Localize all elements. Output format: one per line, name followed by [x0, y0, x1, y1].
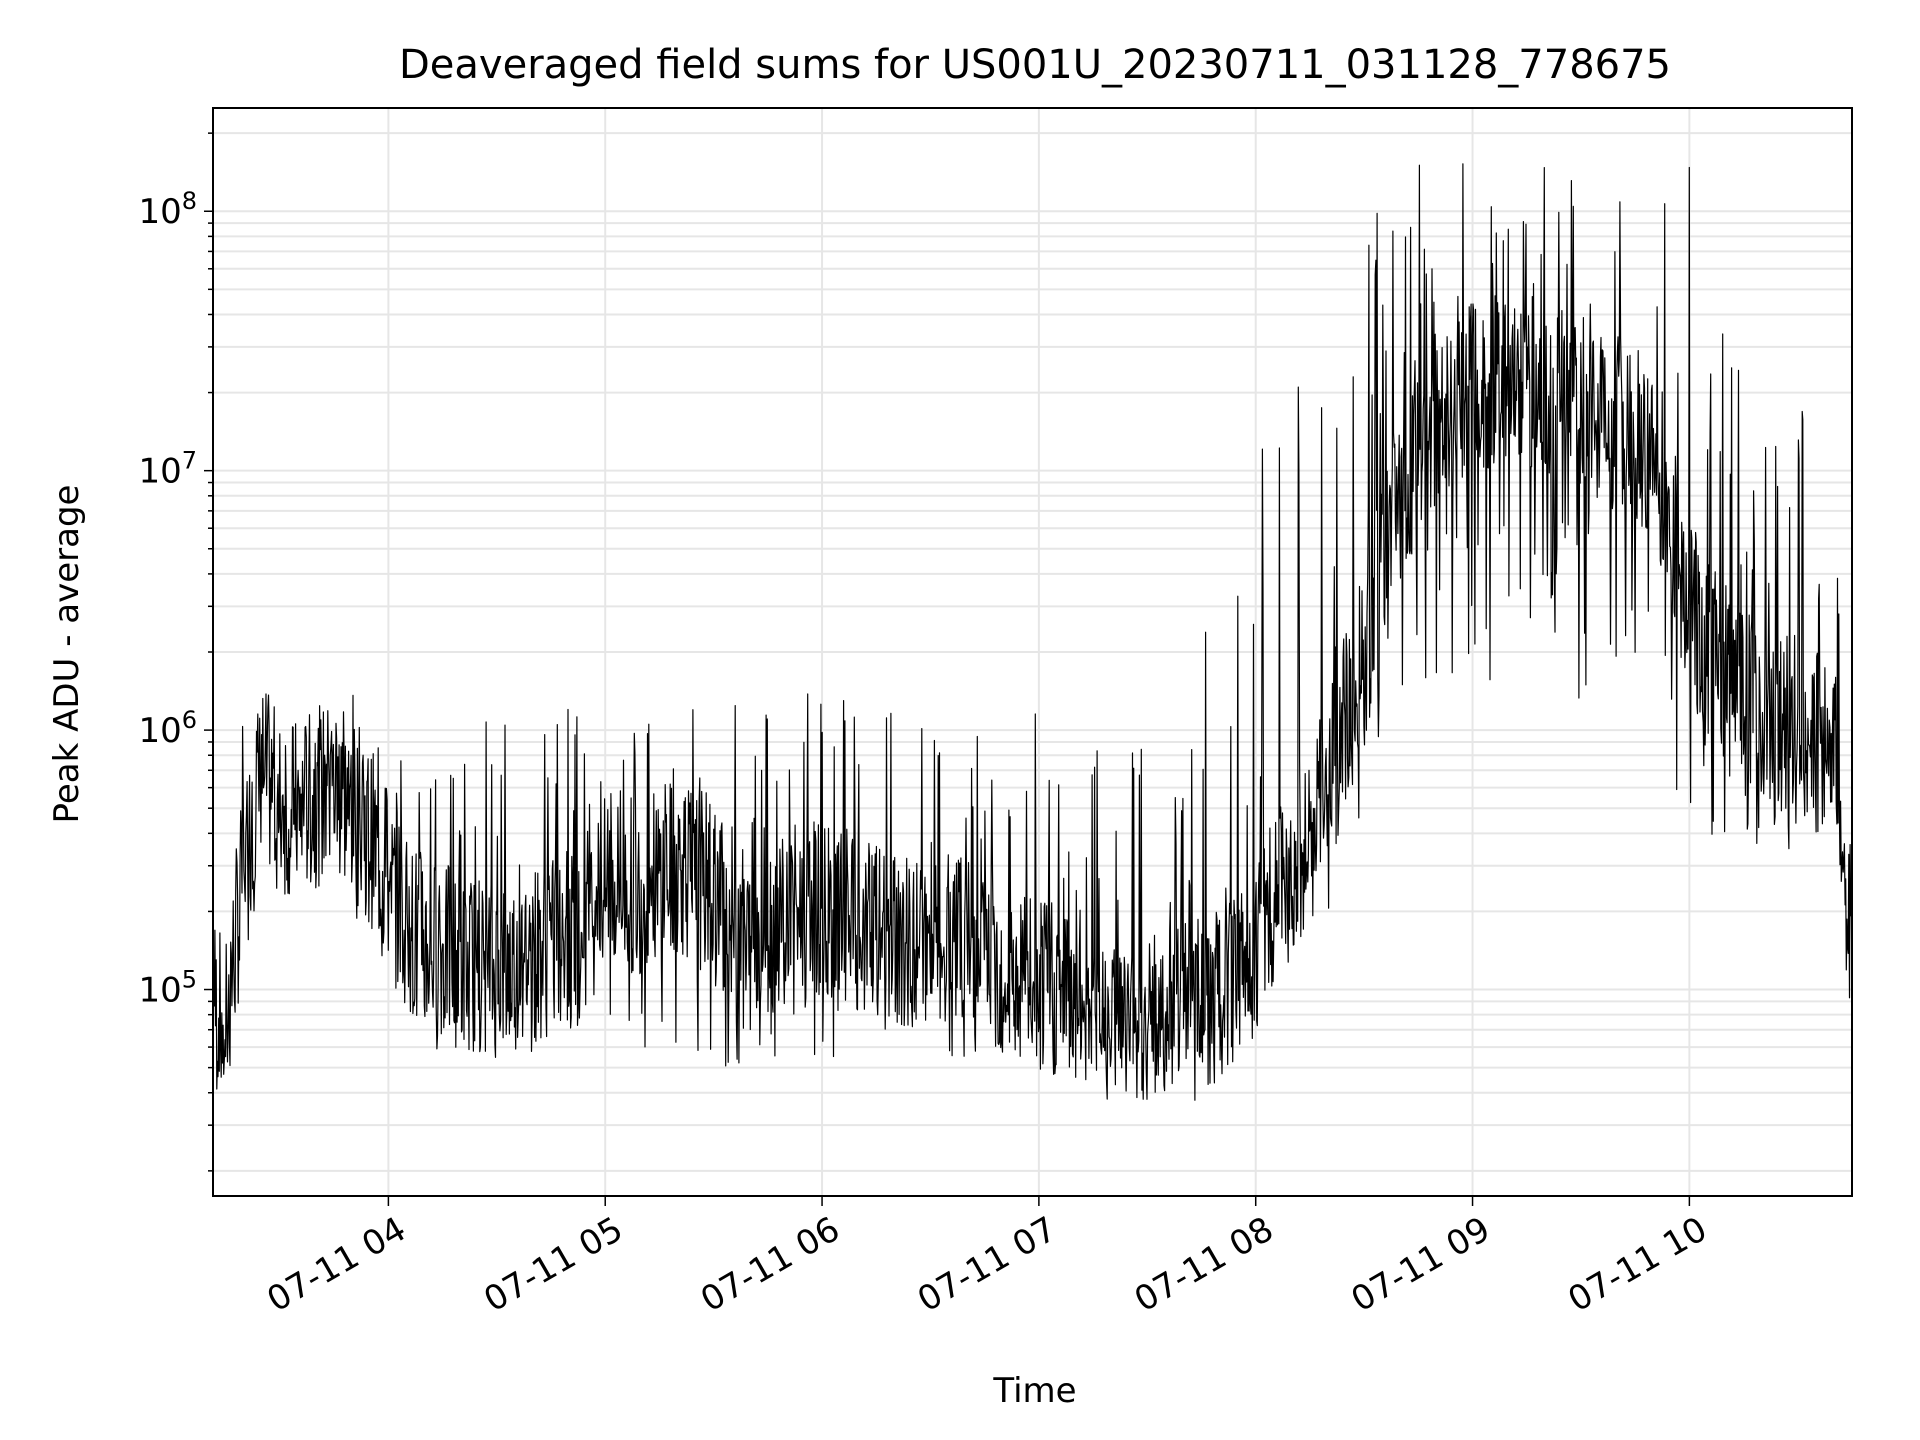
chart-title: Deaveraged field sums for US001U_2023071… — [399, 42, 1671, 88]
x-tick-label: 07-11 09 — [1345, 1209, 1497, 1320]
x-axis: 07-11 04 07-11 05 07-11 06 07-11 07 07-11 08… — [260, 1196, 1714, 1320]
x-tick-label: 07-11 05 — [477, 1209, 629, 1320]
y-tick-label: 107 — [138, 447, 197, 492]
y-axis: 105 106 107 108 — [138, 132, 213, 1172]
x-tick-label: 07-11 04 — [260, 1209, 412, 1320]
x-tick-label: 07-11 07 — [911, 1209, 1063, 1320]
plot-area — [212, 163, 1853, 1101]
x-tick-label: 07-11 10 — [1561, 1209, 1713, 1320]
y-tick-label: 108 — [138, 187, 197, 232]
series-line — [212, 163, 1853, 1101]
x-tick-label: 07-11 06 — [694, 1209, 846, 1320]
x-axis-label: Time — [992, 1371, 1076, 1411]
axes-frame — [212, 107, 1853, 1197]
x-tick-label: 07-11 08 — [1128, 1209, 1280, 1320]
y-tick-label: 106 — [138, 706, 197, 751]
y-axis-label: Peak ADU - average — [47, 485, 87, 824]
y-tick-label: 105 — [138, 966, 197, 1011]
